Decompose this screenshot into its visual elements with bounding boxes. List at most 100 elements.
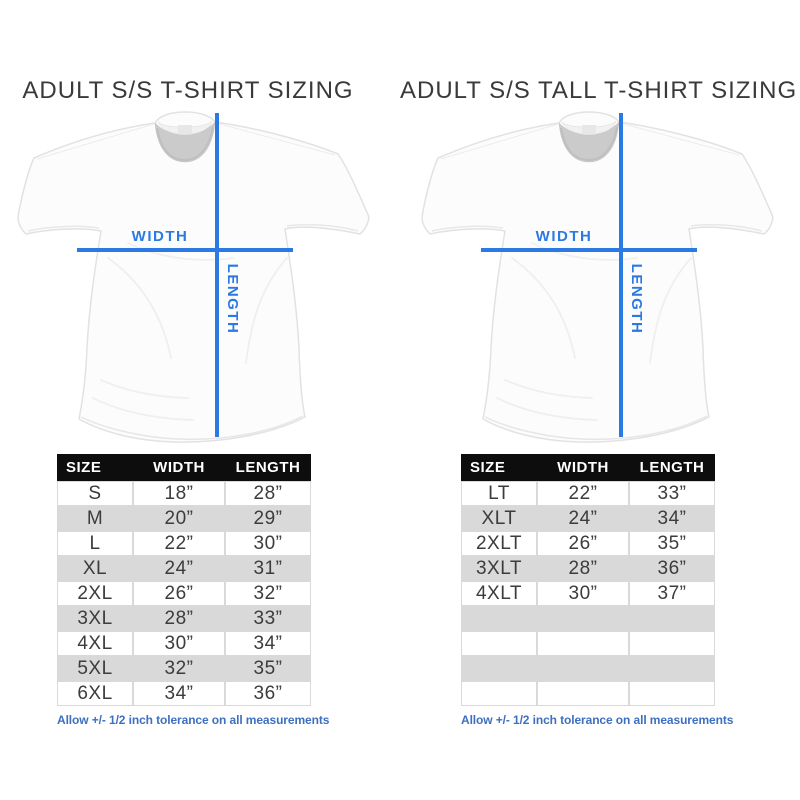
table-body: S 18” 28” M 20” 29” L 22” 30” XL 24” 31” 2XL 26” 32” 3X… [57,481,311,706]
size-cell: M [86,507,104,529]
width-cell: 32” [164,657,194,679]
width-cell: 22” [537,481,629,506]
table-row [461,681,715,706]
size-cell: 6XL [57,681,133,706]
length-cell [629,606,715,631]
width-cell: 30” [133,631,225,656]
header-size: SIZE [66,459,102,476]
size-cell: 4XLT [461,581,537,606]
length-cell [629,681,715,706]
table-row [461,606,715,631]
table-row: 2XLT 26” 35” [461,531,715,556]
table-row: 2XL 26” 32” [57,581,311,606]
panel-tall-sizing: ADULT S/S TALL T-SHIRT SIZING WI [400,76,796,727]
size-table: SIZE WIDTH LENGTH S 18” 28” M 20” 29” L 22” 30” X… [57,454,311,706]
hem-line [484,415,708,441]
size-cell: LT [461,481,537,506]
size-cell: 2XLT [461,531,537,556]
length-cell: 29” [253,507,283,529]
length-label: LENGTH [224,264,241,335]
length-cell: 34” [657,507,687,529]
length-cell [629,631,715,656]
width-cell: 24” [568,507,598,529]
table-row: M 20” 29” [57,506,311,531]
tshirt-body [17,111,370,443]
measurement-overlay: WIDTH LENGTH [77,113,293,437]
cuff-seam-right [690,223,763,232]
table-row: LT 22” 33” [461,481,715,506]
header-length: LENGTH [235,459,301,476]
length-cell: 37” [629,581,715,606]
width-cell [537,631,629,656]
table-row: 6XL 34” 36” [57,681,311,706]
length-cell: 28” [225,481,311,506]
size-cell [461,606,537,631]
table-row [461,656,715,681]
table-row: L 22” 30” [57,531,311,556]
size-cell: S [57,481,133,506]
size-cell: 4XL [57,631,133,656]
width-cell: 26” [133,581,225,606]
size-cell: 5XL [77,657,113,679]
width-cell: 18” [133,481,225,506]
tshirt-photo [17,111,370,443]
size-cell [461,656,537,681]
width-cell: 34” [133,681,225,706]
size-table: SIZE WIDTH LENGTH LT 22” 33” XLT 24” 34” 2XLT 2… [461,454,715,706]
fabric-wrinkles [92,242,288,421]
table-header-row: SIZE WIDTH LENGTH [461,454,715,481]
table-row: 3XL 28” 33” [57,606,311,631]
shoulder-seam-left [36,123,155,160]
size-cell: XLT [481,507,517,529]
table-row: 5XL 32” 35” [57,656,311,681]
measurement-overlay: WIDTH LENGTH [481,113,697,437]
width-cell: 30” [537,581,629,606]
length-cell: 34” [225,631,311,656]
size-cell [461,681,537,706]
table-body: LT 22” 33” XLT 24” 34” 2XLT 26” 35” 3XLT 28” 36” 4XL… [461,481,715,706]
width-cell: 28” [164,607,194,629]
table-row: 4XLT 30” 37” [461,581,715,606]
tshirt-diagram: WIDTH LENGTH [421,111,774,443]
table-row: 4XL 30” 34” [57,631,311,656]
width-cell: 22” [133,531,225,556]
tshirt-diagram: WIDTH LENGTH [17,111,370,443]
width-cell: 28” [568,557,598,579]
length-cell: 31” [253,557,283,579]
size-cell: XL [82,557,108,579]
tolerance-note: Allow +/- 1/2 inch tolerance on all meas… [57,713,330,727]
length-cell: 35” [629,531,715,556]
header-size: SIZE [470,459,506,476]
fabric-wrinkles [496,242,692,421]
collar-tag [582,125,596,134]
cuff-seam-left [27,225,100,232]
shoulder-seam-right [215,122,336,156]
header-width: WIDTH [557,459,609,476]
table-row: S 18” 28” [57,481,311,506]
table-row: XLT 24” 34” [461,506,715,531]
width-cell: 24” [164,557,194,579]
collar-tag [178,125,192,134]
length-cell: 36” [225,681,311,706]
size-cell: 2XL [57,581,133,606]
panel-title: ADULT S/S T-SHIRT SIZING [22,77,354,104]
size-cell: 3XLT [475,557,522,579]
width-cell [537,606,629,631]
header-length: LENGTH [639,459,705,476]
cuff-seam-left [431,225,504,232]
hem-line [80,415,304,441]
length-cell: 32” [225,581,311,606]
header-width: WIDTH [153,459,205,476]
table-row [461,631,715,656]
length-cell [629,656,715,681]
collar-rim [156,126,214,162]
width-cell: 20” [164,507,194,529]
panel-regular-sizing: ADULT S/S T-SHIRT SIZING WIDTH [8,76,392,727]
tshirt-body [421,111,774,443]
length-label: LENGTH [628,264,645,335]
shoulder-seam-left [440,123,559,160]
length-cell: 35” [253,657,283,679]
cuff-seam-right [286,223,359,232]
length-cell: 30” [225,531,311,556]
